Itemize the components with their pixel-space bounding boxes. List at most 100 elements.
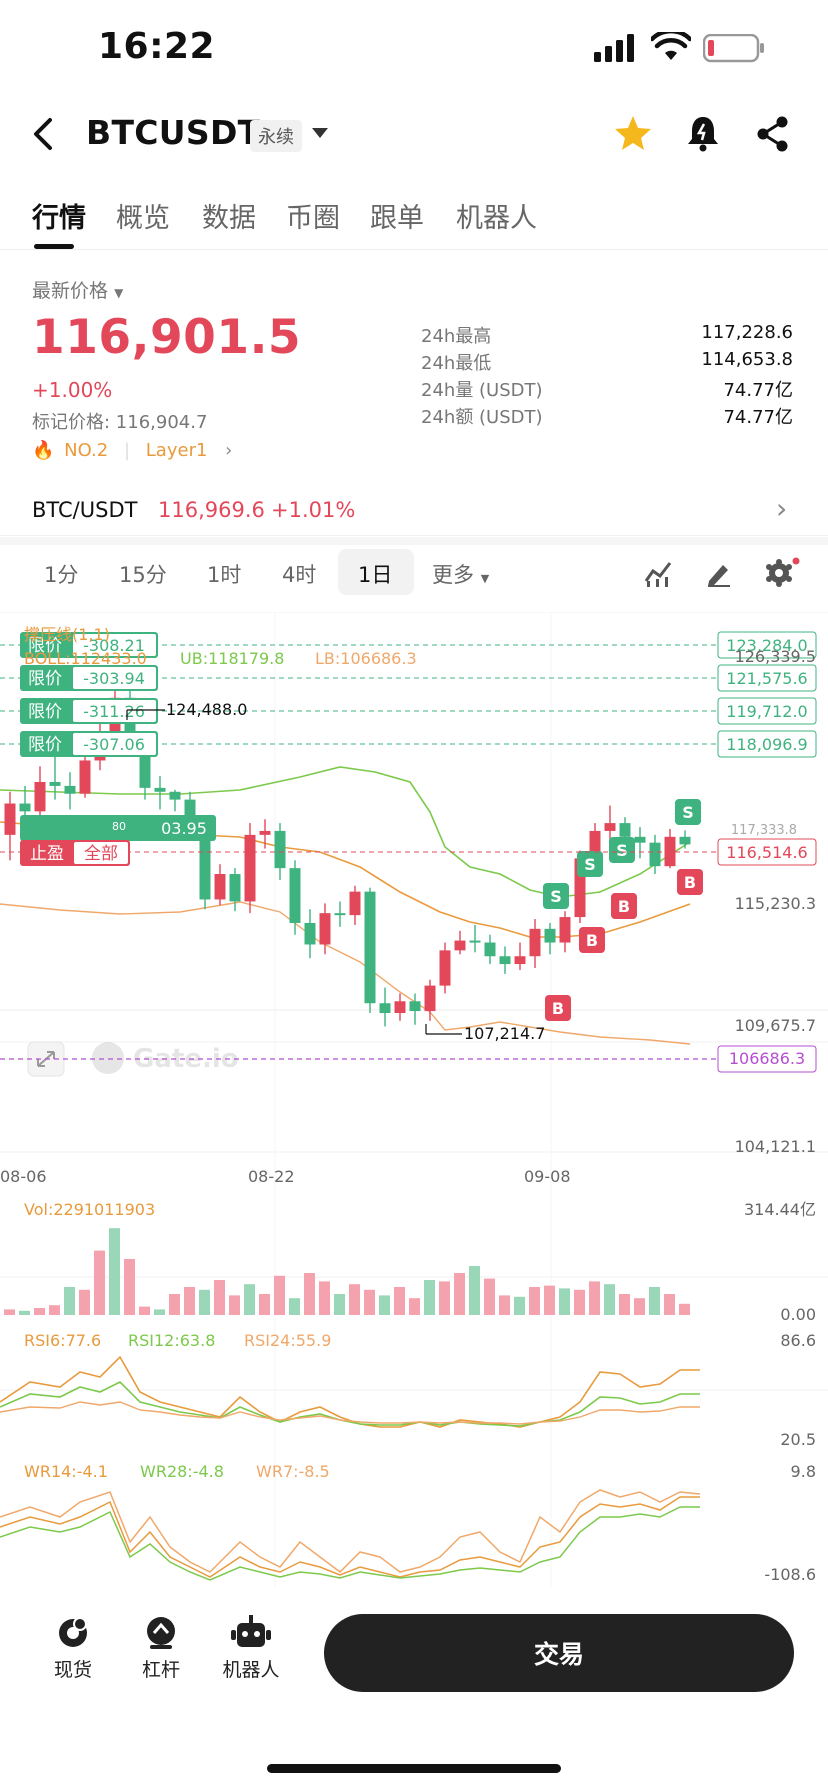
- order-chip[interactable]: 限价 -303.94: [20, 665, 158, 691]
- volume-label: Vol:2291011903: [24, 1200, 155, 1219]
- volume-bar: [154, 1309, 165, 1315]
- order-type-label: 限价: [28, 702, 62, 722]
- volume-bar: [679, 1303, 690, 1315]
- interval-15m[interactable]: 15分: [119, 563, 167, 587]
- caret-down-icon[interactable]: [312, 128, 328, 140]
- candle-body: [544, 928, 556, 943]
- chart-canvas[interactable]: 限价 -308.21 123,284.0 限价 -303.94 121,575.6 限价 -3…: [0, 611, 828, 1612]
- caret-down-icon: ▼: [114, 286, 124, 300]
- order-price-tag-bg: [717, 664, 817, 692]
- marker-bg: [675, 799, 701, 825]
- candle: [454, 930, 466, 955]
- wr-max: 9.8: [791, 1462, 816, 1481]
- price-alert-icon[interactable]: [686, 114, 720, 152]
- candle-body: [304, 922, 316, 945]
- volume-bar: [19, 1310, 30, 1315]
- volume-bar: [289, 1298, 300, 1315]
- candle: [409, 993, 421, 1025]
- tab-overview[interactable]: 概览: [116, 203, 170, 234]
- candle-body: [214, 874, 226, 900]
- candle-body: [199, 827, 211, 900]
- candle: [649, 834, 661, 875]
- candle-body: [469, 940, 481, 943]
- kline-chart[interactable]: 限价 -308.21 123,284.0 限价 -303.94 121,575.6 限价 -3…: [0, 611, 828, 1612]
- tab-copy-trading[interactable]: 跟单: [370, 203, 424, 234]
- order-chip[interactable]: 限价 -311.26: [20, 698, 158, 724]
- candle-body: [64, 785, 76, 794]
- volume-bar: [574, 1289, 585, 1315]
- interval-1d[interactable]: 1日: [358, 563, 393, 587]
- tab-bots[interactable]: 机器人: [456, 203, 537, 234]
- indicator-icon[interactable]: [644, 559, 672, 587]
- interval-1m[interactable]: 1分: [44, 563, 79, 587]
- volume-bar: [334, 1294, 345, 1315]
- order-chip-inner: [73, 634, 156, 656]
- volume-bar: [184, 1287, 195, 1315]
- candle: [334, 901, 346, 927]
- volume-bar: [349, 1284, 360, 1315]
- indicator-title: 撑压线(1,1): [24, 625, 110, 644]
- nav-margin[interactable]: 杠杆: [116, 1615, 206, 1682]
- wr14-label: WR14:-4.1: [24, 1462, 108, 1481]
- spot-pair-row[interactable]: BTC/USDT 116,969.6 +1.01% ›: [0, 490, 828, 536]
- star-icon[interactable]: [614, 114, 652, 152]
- volume-min: 0.00: [780, 1305, 816, 1324]
- candle-body: [529, 928, 541, 957]
- candle-body: [409, 1001, 421, 1012]
- boll-label: BOLL:112433.0: [24, 649, 147, 668]
- order-chip[interactable]: 限价 -308.21: [20, 632, 158, 658]
- marker-bg: [543, 883, 569, 909]
- marker-bg: [677, 869, 703, 895]
- candle-body: [439, 950, 451, 986]
- date-label: 09-08: [524, 1167, 571, 1186]
- nav-bot[interactable]: 机器人: [206, 1615, 296, 1682]
- candle-body: [334, 913, 346, 916]
- candle: [424, 979, 436, 1021]
- volume-bar: [109, 1228, 120, 1315]
- stat-label-turnover: 24h额 (USDT): [421, 407, 543, 428]
- volume-bar: [514, 1296, 525, 1315]
- candle-body: [454, 940, 466, 951]
- take-profit-chip[interactable]: 止盈 全部: [20, 840, 130, 866]
- chevron-right-icon: ›: [225, 440, 233, 461]
- buy-marker: B: [579, 927, 605, 953]
- nav-spot[interactable]: 现货: [28, 1615, 118, 1682]
- draw-tool-icon[interactable]: [705, 559, 733, 587]
- symbol-title[interactable]: BTCUSDT: [86, 113, 261, 152]
- candle-body: [364, 891, 376, 1004]
- buy-marker: B: [677, 869, 703, 895]
- order-price-tag: 118,096.9: [726, 735, 807, 754]
- volume-bar: [319, 1281, 330, 1315]
- latest-price-label[interactable]: 最新价格 ▼: [32, 280, 124, 302]
- tab-data[interactable]: 数据: [202, 203, 256, 234]
- volume-bar: [4, 1309, 15, 1315]
- candle: [319, 903, 331, 955]
- candle: [364, 887, 376, 1014]
- candle: [259, 819, 271, 849]
- tab-market[interactable]: 行情: [32, 203, 86, 234]
- rsi24-line: [0, 1401, 700, 1425]
- candle: [349, 885, 361, 925]
- trade-button[interactable]: 交易: [324, 1614, 794, 1692]
- order-chip[interactable]: 限价 -307.06: [20, 731, 158, 757]
- volume-bar: [604, 1284, 615, 1315]
- candle: [274, 823, 286, 880]
- rsi6-label: RSI6:77.6: [24, 1331, 101, 1350]
- settings-icon[interactable]: [765, 557, 801, 589]
- rank-row[interactable]: 🔥 NO.2 | Layer1 ›: [32, 440, 233, 461]
- boll-lb-label: LB:106686.3: [315, 649, 417, 668]
- interval-4h[interactable]: 4时: [282, 563, 317, 587]
- interval-1h[interactable]: 1时: [207, 563, 242, 587]
- interval-more[interactable]: 更多 ▼: [432, 563, 490, 587]
- order-type-label: 限价: [28, 669, 62, 689]
- candle: [244, 823, 256, 914]
- back-icon[interactable]: [30, 116, 56, 152]
- candle: [514, 942, 526, 970]
- price-axis-label: 126,339.5: [735, 647, 816, 666]
- contract-type-badge: 永续: [250, 120, 302, 152]
- rsi-min: 20.5: [780, 1430, 816, 1449]
- tab-community[interactable]: 币圈: [286, 203, 340, 234]
- buy-marker: B: [611, 893, 637, 919]
- share-icon[interactable]: [756, 116, 790, 152]
- candle-body: [649, 842, 661, 867]
